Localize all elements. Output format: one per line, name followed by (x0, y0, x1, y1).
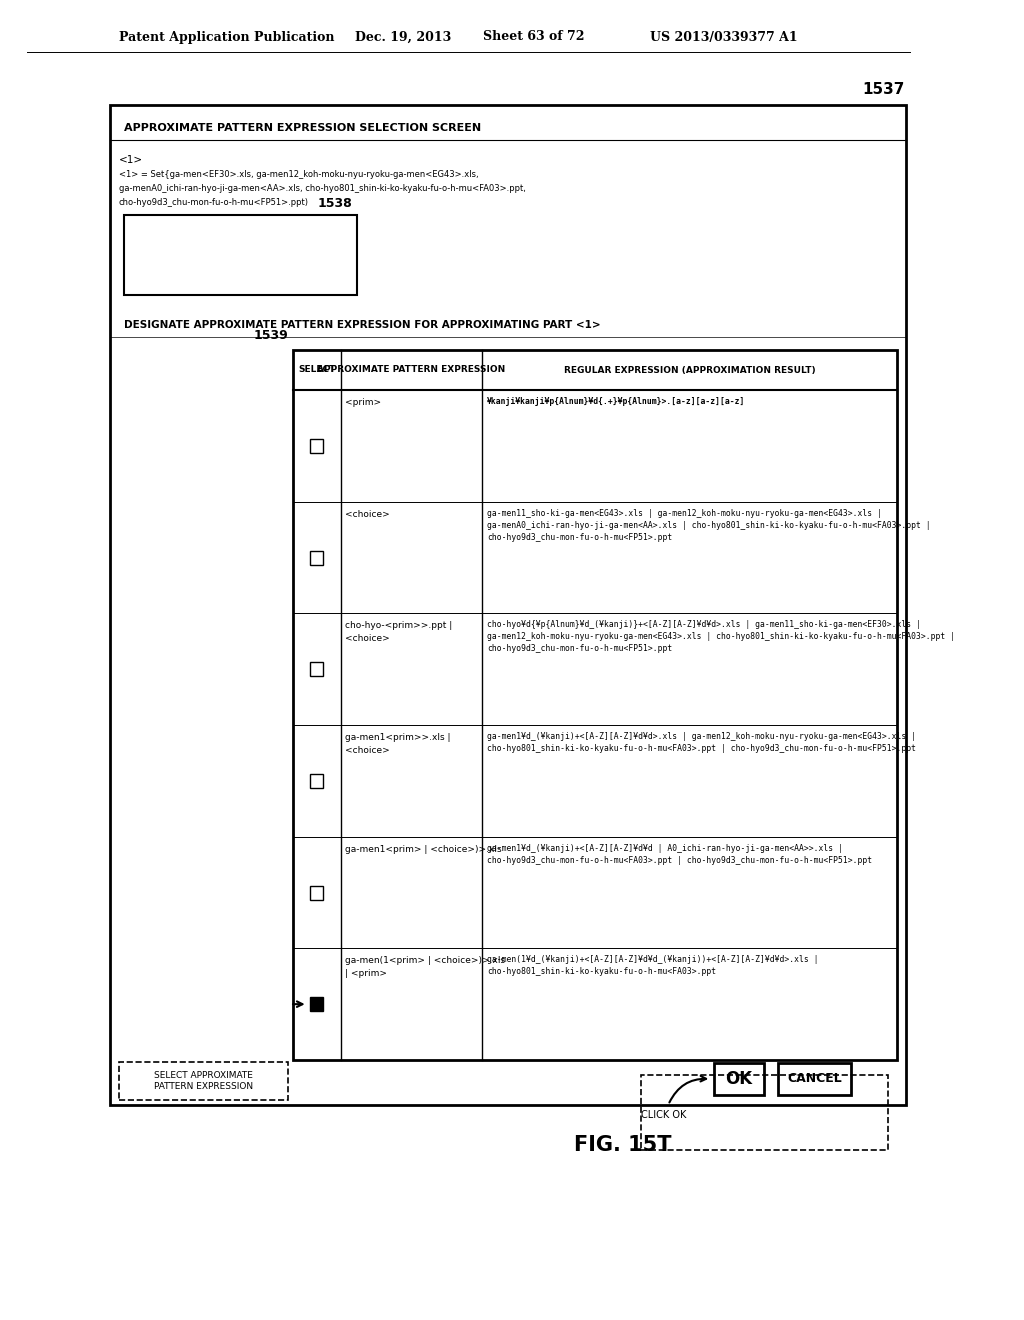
Text: <prim>: <prim> (345, 399, 381, 407)
Text: SELECT: SELECT (298, 366, 336, 375)
Text: ga-men1¥d_(¥kanji)+<[A-Z][A-Z]¥d¥d>.xls | ga-men12_koh-moku-nyu-ryoku-ga-men<EG4: ga-men1¥d_(¥kanji)+<[A-Z][A-Z]¥d¥d>.xls … (487, 733, 915, 741)
Text: 1538: 1538 (317, 197, 352, 210)
Text: 1539: 1539 (254, 329, 289, 342)
Text: DESIGNATE APPROXIMATE PATTERN EXPRESSION FOR APPROXIMATING PART <1>: DESIGNATE APPROXIMATE PATTERN EXPRESSION… (124, 319, 600, 330)
Text: REGULAR EXPRESSION (APPROXIMATION RESULT): REGULAR EXPRESSION (APPROXIMATION RESULT… (564, 366, 815, 375)
Text: SELECT APPROXIMATE
PATTERN EXPRESSION: SELECT APPROXIMATE PATTERN EXPRESSION (154, 1072, 253, 1090)
Text: <1>: <1> (119, 154, 143, 165)
Bar (310, 997, 324, 1011)
Text: cho-hyo¥d{¥p{Alnum}¥d_(¥kanji)}+<[A-Z][A-Z]¥d¥d>.xls | ga-men11_sho-ki-ga-men<EF: cho-hyo¥d{¥p{Alnum}¥d_(¥kanji)}+<[A-Z][A… (487, 620, 921, 630)
Text: <choice>: <choice> (345, 635, 390, 643)
Text: cho-hyo9d3_chu-mon-fu-o-h-mu<FP51>.ppt: cho-hyo9d3_chu-mon-fu-o-h-mu<FP51>.ppt (487, 533, 672, 541)
Bar (310, 886, 324, 899)
Bar (310, 774, 324, 788)
Bar (714, 1063, 764, 1096)
Text: ga-menA0_ichi-ran-hyo-ji-ga-men<AA>.xls, cho-hyo801_shin-ki-ko-kyaku-fu-o-h-mu<F: ga-menA0_ichi-ran-hyo-ji-ga-men<AA>.xls,… (119, 183, 526, 193)
Text: Sheet 63 of 72: Sheet 63 of 72 (483, 30, 585, 44)
Bar (641, 1074, 888, 1150)
Bar (293, 350, 897, 1060)
Text: Patent Application Publication: Patent Application Publication (119, 30, 335, 44)
Text: 1537: 1537 (862, 82, 904, 96)
Text: OK: OK (726, 1071, 753, 1088)
Bar (778, 1063, 851, 1096)
Text: cho-hyo-<prim>>.ppt |: cho-hyo-<prim>>.ppt | (345, 622, 453, 631)
Text: <choice>: <choice> (345, 746, 390, 755)
Text: cho-hyo9d3_chu-mon-fu-o-h-mu<FP51>.ppt: cho-hyo9d3_chu-mon-fu-o-h-mu<FP51>.ppt (487, 644, 672, 653)
Text: APPROXIMATE PATTERN EXPRESSION SELECTION SCREEN: APPROXIMATE PATTERN EXPRESSION SELECTION… (124, 123, 480, 133)
Text: Dec. 19, 2013: Dec. 19, 2013 (355, 30, 452, 44)
Text: cho-hyo9d3_chu-mon-fu-o-h-mu<FA03>.ppt | cho-hyo9d3_chu-mon-fu-o-h-mu<FP51>.ppt: cho-hyo9d3_chu-mon-fu-o-h-mu<FA03>.ppt |… (487, 855, 872, 865)
Text: US 2013/0339377 A1: US 2013/0339377 A1 (650, 30, 798, 44)
Text: APPROXIMATE PATTERN EXPRESSION: APPROXIMATE PATTERN EXPRESSION (317, 366, 506, 375)
Text: | <prim>: | <prim> (345, 969, 387, 978)
Text: ga-men1<prim> | <choice>)>.xls: ga-men1<prim> | <choice>)>.xls (345, 845, 502, 854)
Text: ga-men1¥d_(¥kanji)+<[A-Z][A-Z]¥d¥d | A0_ichi-ran-hyo-ji-ga-men<AA>>.xls |: ga-men1¥d_(¥kanji)+<[A-Z][A-Z]¥d¥d | A0_… (487, 843, 843, 853)
Text: ga-menA0_ichi-ran-hyo-ji-ga-men<AA>.xls | cho-hyo801_shin-ki-ko-kyaku-fu-o-h-mu<: ga-menA0_ichi-ran-hyo-ji-ga-men<AA>.xls … (487, 520, 931, 529)
Text: cho-hyo801_shin-ki-ko-kyaku-fu-o-h-mu<FA03>.ppt: cho-hyo801_shin-ki-ko-kyaku-fu-o-h-mu<FA… (487, 968, 716, 977)
Text: ga-men(1¥d_(¥kanji)+<[A-Z][A-Z]¥d¥d_(¥kanji))+<[A-Z][A-Z]¥d¥d>.xls |: ga-men(1¥d_(¥kanji)+<[A-Z][A-Z]¥d¥d_(¥ka… (487, 956, 818, 965)
Bar (310, 550, 324, 565)
Bar (310, 438, 324, 453)
Text: ga-men11_sho-ki-ga-men<EG43>.xls | ga-men12_koh-moku-nyu-ryoku-ga-men<EG43>.xls : ga-men11_sho-ki-ga-men<EG43>.xls | ga-me… (487, 508, 882, 517)
Bar (110, 106, 906, 1105)
Bar (119, 1063, 289, 1100)
Text: <1> = Set{ga-men<EF30>.xls, ga-men12_koh-moku-nyu-ryoku-ga-men<EG43>.xls,: <1> = Set{ga-men<EF30>.xls, ga-men12_koh… (119, 170, 478, 180)
Text: CANCEL: CANCEL (787, 1072, 842, 1085)
Text: cho-hyo9d3_chu-mon-fu-o-h-mu<FP51>.ppt): cho-hyo9d3_chu-mon-fu-o-h-mu<FP51>.ppt) (119, 198, 309, 207)
Text: ga-men12_koh-moku-nyu-ryoku-ga-men<EG43>.xls | cho-hyo801_shin-ki-ko-kyaku-fu-o-: ga-men12_koh-moku-nyu-ryoku-ga-men<EG43>… (487, 632, 955, 642)
Text: <choice>: <choice> (345, 510, 390, 519)
Text: ga-men(1<prim> | <choice>)>.xls: ga-men(1<prim> | <choice>)>.xls (345, 956, 505, 965)
Text: ¥kanji¥kanji¥p{Alnum}¥d{.+}¥p{Alnum}>.[a-z][a-z][a-z]: ¥kanji¥kanji¥p{Alnum}¥d{.+}¥p{Alnum}>.[a… (487, 397, 745, 407)
Bar (124, 215, 357, 294)
Text: ga-men1<prim>>.xls |: ga-men1<prim>>.xls | (345, 733, 451, 742)
Text: FIG. 15T: FIG. 15T (573, 1135, 671, 1155)
Bar (310, 663, 324, 676)
Text: cho-hyo801_shin-ki-ko-kyaku-fu-o-h-mu<FA03>.ppt | cho-hyo9d3_chu-mon-fu-o-h-mu<F: cho-hyo801_shin-ki-ko-kyaku-fu-o-h-mu<FA… (487, 744, 915, 752)
Text: CLICK OK: CLICK OK (641, 1110, 686, 1119)
